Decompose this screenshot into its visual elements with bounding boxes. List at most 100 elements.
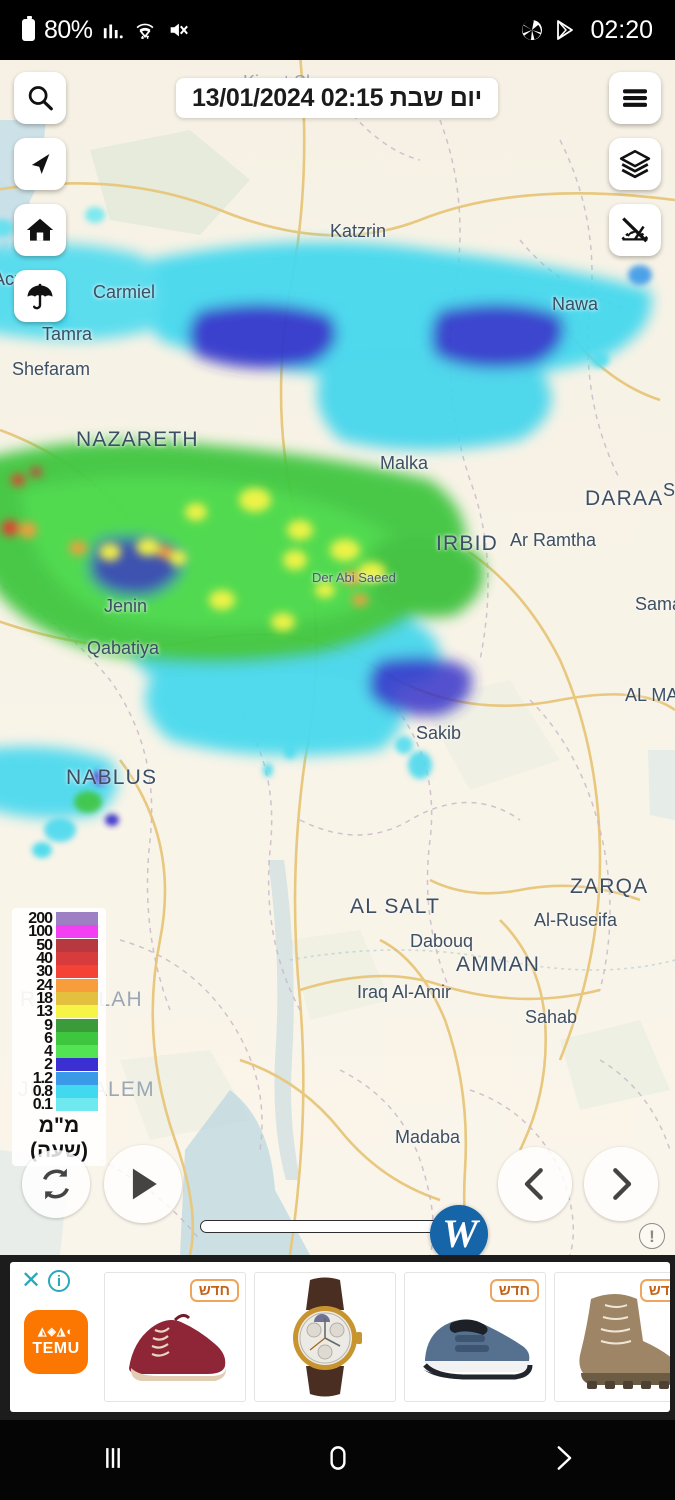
legend-row: 100 <box>16 923 102 941</box>
ad-close-button[interactable]: ✕ <box>21 1267 42 1294</box>
legend-row: 1.2 <box>16 1069 102 1087</box>
new-badge: חדש <box>489 1279 539 1302</box>
legend-value: 13 <box>36 1003 53 1021</box>
layers-icon <box>619 149 651 179</box>
home-button-nav[interactable] <box>321 1441 355 1480</box>
legend-row: 4 <box>16 1043 102 1061</box>
recents-icon <box>105 1447 120 1468</box>
ad-product-shoe-blue[interactable]: חדש <box>404 1272 546 1402</box>
legend-row: 0.1 <box>16 1096 102 1114</box>
search-icon <box>28 86 53 111</box>
radar-crossed-out-icon <box>621 217 649 243</box>
legend-swatch <box>56 912 98 926</box>
layers-button[interactable] <box>609 138 661 190</box>
battery-percent-label: 80% <box>44 15 93 44</box>
legend-row: 18 <box>16 989 102 1007</box>
legend-row: 0.8 <box>16 1083 102 1100</box>
umbrella-icon <box>27 283 53 310</box>
legend-value: 50 <box>36 936 53 954</box>
google-play-icon <box>557 20 574 40</box>
ad-product-watch[interactable] <box>254 1272 396 1402</box>
ad-product-sneaker-maroon[interactable]: חדש <box>104 1272 246 1402</box>
home-icon <box>26 218 54 241</box>
legend-row: 13 <box>16 1003 102 1021</box>
ad-banner[interactable]: ✕ i ◭◈◮◐ TEMU חדש <box>10 1262 670 1412</box>
sneaker-maroon-image <box>129 1313 227 1381</box>
chevron-left-icon <box>524 1168 543 1200</box>
battery-icon <box>22 16 35 41</box>
legend-swatch <box>56 1018 98 1032</box>
legend-value: 100 <box>28 923 53 941</box>
legend-value: 24 <box>36 976 53 994</box>
home-button[interactable] <box>14 204 66 256</box>
date-time-banner: יום שבת 02:15 13/01/2024 <box>176 78 498 118</box>
legend-row: 6 <box>16 1029 102 1047</box>
legend-row: 24 <box>16 976 102 994</box>
play-button[interactable] <box>104 1145 182 1223</box>
legend-row: 30 <box>16 963 102 981</box>
locate-button[interactable] <box>14 138 66 190</box>
timeline-slider-track[interactable] <box>200 1220 462 1233</box>
ad-product-carousel[interactable]: חדש <box>100 1272 670 1402</box>
new-badge: חדש <box>639 1279 670 1302</box>
legend-swatch <box>56 978 98 992</box>
radar-off-button[interactable] <box>609 204 661 256</box>
ad-info-button[interactable]: i <box>48 1270 70 1292</box>
legend-row: 50 <box>16 936 102 954</box>
temu-logo[interactable]: ◭◈◮◐ TEMU <box>24 1310 88 1374</box>
legend-swatch <box>56 965 98 979</box>
legend-swatch <box>56 1031 98 1045</box>
temu-glyphs-icon: ◭◈◮◐ <box>37 1325 75 1338</box>
next-frame-button[interactable] <box>584 1147 658 1221</box>
legend-value: 0.8 <box>32 1083 53 1100</box>
legend-swatch <box>56 952 98 966</box>
legend-value: 0.1 <box>32 1096 53 1114</box>
legend-swatch <box>56 1071 98 1085</box>
legend-value: 40 <box>36 950 53 968</box>
boot-tan-image <box>579 1294 670 1389</box>
play-icon <box>132 1168 157 1200</box>
android-status-bar: 80% <box>0 0 675 60</box>
back-chevron-icon <box>557 1445 571 1470</box>
legend-swatch <box>56 1045 98 1059</box>
rain-button[interactable] <box>14 270 66 322</box>
map-info-badge[interactable]: ! <box>639 1223 665 1249</box>
menu-button[interactable] <box>609 72 661 124</box>
legend-row: 2 <box>16 1056 102 1074</box>
recents-button[interactable] <box>96 1441 130 1480</box>
legend-swatch <box>56 1085 98 1098</box>
timeline-thumb-label: W <box>442 1211 478 1255</box>
ad-controls: ✕ i ◭◈◮◐ TEMU <box>10 1262 100 1412</box>
android-nav-bar <box>0 1420 675 1500</box>
legend-swatch <box>56 1005 98 1019</box>
legend-swatch <box>56 991 98 1005</box>
legend-value: 6 <box>44 1029 53 1047</box>
mute-icon <box>170 23 188 37</box>
refresh-button[interactable] <box>22 1150 90 1218</box>
search-button[interactable] <box>14 72 66 124</box>
previous-frame-button[interactable] <box>498 1147 572 1221</box>
refresh-icon <box>43 1168 69 1200</box>
legend-value: 18 <box>36 989 53 1007</box>
temu-brand-label: TEMU <box>32 1339 80 1357</box>
legend-value: 1.2 <box>32 1069 53 1087</box>
navigation-arrow-icon <box>31 154 50 174</box>
legend-value: 2 <box>44 1056 53 1074</box>
legend-row: 40 <box>16 950 102 968</box>
ad-product-boot-tan[interactable]: חדש <box>554 1272 670 1402</box>
timeline-slider-thumb[interactable]: W <box>430 1205 488 1255</box>
camera-aperture-icon <box>522 19 543 40</box>
signal-icon <box>103 24 123 39</box>
legend-swatch <box>56 1098 98 1112</box>
home-circle-icon <box>329 1445 346 1470</box>
hamburger-menu-icon <box>623 89 647 107</box>
legend-unit-label: מ"מ <box>38 1114 80 1138</box>
back-button-nav[interactable] <box>546 1441 580 1480</box>
radar-map[interactable]: Kiryat ShmonaKatzrinNawaCarmielTamraShef… <box>0 60 675 1255</box>
legend-value: 4 <box>44 1043 53 1061</box>
legend-value: 200 <box>28 910 53 928</box>
legend-value: 30 <box>36 963 53 981</box>
watch-image <box>293 1277 362 1397</box>
shoe-blue-image <box>423 1319 533 1380</box>
